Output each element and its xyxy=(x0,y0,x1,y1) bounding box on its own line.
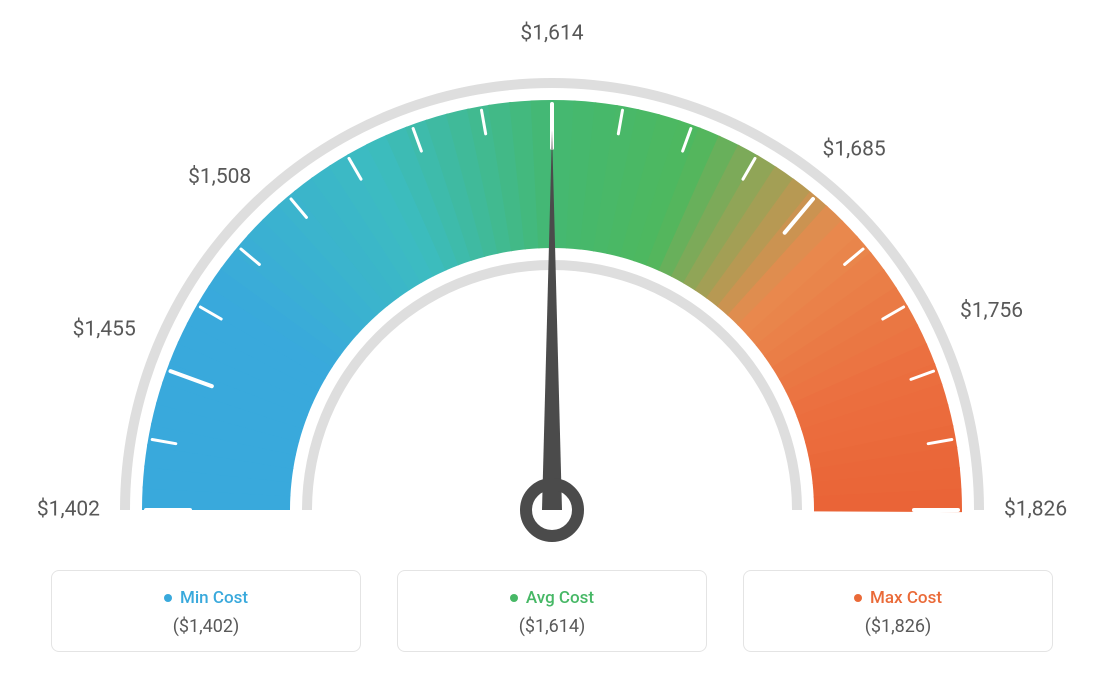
legend-card-min: Min Cost ($1,402) xyxy=(51,570,361,652)
legend-dot-min xyxy=(164,594,172,602)
legend-value-min: ($1,402) xyxy=(52,616,360,637)
legend-label-max: Max Cost xyxy=(854,588,942,608)
legend-text-avg: Avg Cost xyxy=(526,588,594,608)
legend-text-min: Min Cost xyxy=(180,588,248,608)
legend-text-max: Max Cost xyxy=(870,588,942,608)
gauge-tick-label: $1,826 xyxy=(1004,498,1067,522)
gauge-tick-label: $1,756 xyxy=(960,299,1023,323)
gauge-tick-label: $1,402 xyxy=(37,498,100,522)
legend-row: Min Cost ($1,402) Avg Cost ($1,614) Max … xyxy=(0,546,1104,652)
gauge-tick-label: $1,508 xyxy=(188,165,251,189)
legend-value-max: ($1,826) xyxy=(744,616,1052,637)
gauge-tick-label: $1,455 xyxy=(73,318,136,342)
legend-dot-max xyxy=(854,594,862,602)
legend-value-avg: ($1,614) xyxy=(398,616,706,637)
gauge-chart: $1,402 $1,455 $1,508 $1,614 $1,685 $1,756 $1,8… xyxy=(0,0,1104,546)
legend-label-avg: Avg Cost xyxy=(510,588,594,608)
gauge-svg: $1,402 $1,455 $1,508 $1,614 $1,685 $1,756 $1,8… xyxy=(0,0,1104,546)
gauge-tick-label: $1,614 xyxy=(520,22,583,46)
legend-label-min: Min Cost xyxy=(164,588,248,608)
legend-dot-avg xyxy=(510,594,518,602)
legend-card-avg: Avg Cost ($1,614) xyxy=(397,570,707,652)
gauge-tick-label: $1,685 xyxy=(823,138,886,162)
legend-card-max: Max Cost ($1,826) xyxy=(743,570,1053,652)
